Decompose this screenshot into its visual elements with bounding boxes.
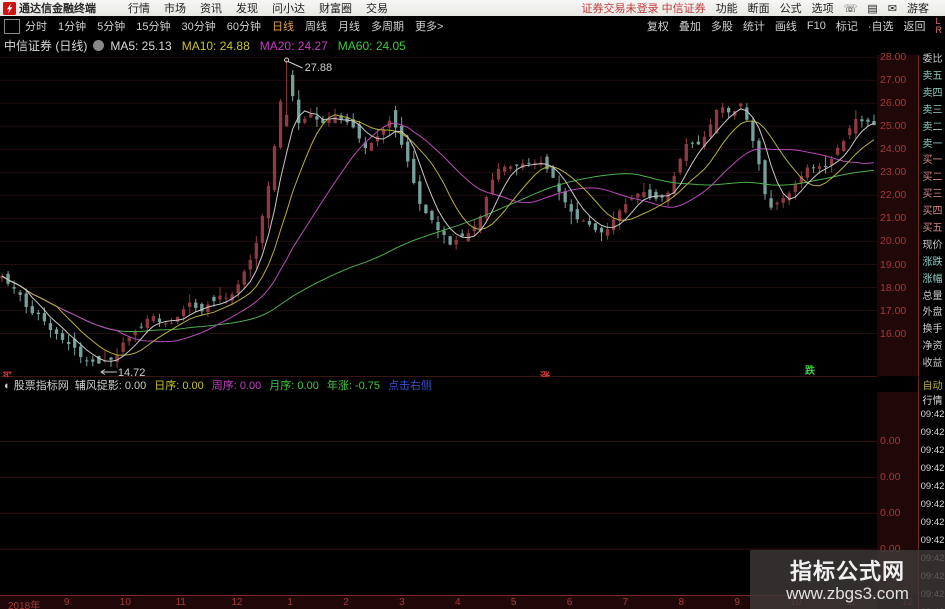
svg-text:27.88: 27.88 bbox=[305, 62, 333, 74]
